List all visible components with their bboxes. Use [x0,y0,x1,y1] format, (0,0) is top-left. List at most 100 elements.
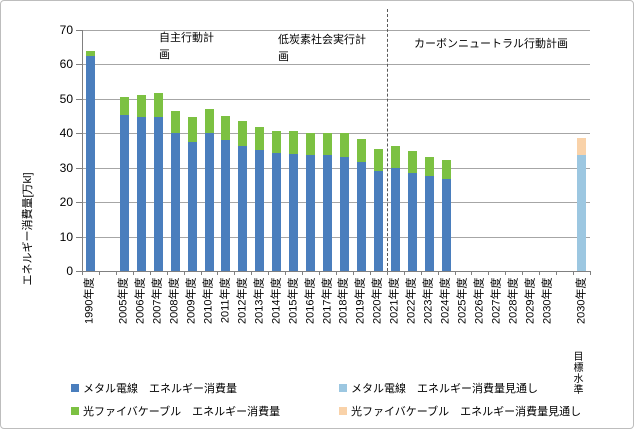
bar-segment [441,178,451,271]
legend-swatch [339,384,347,392]
x-axis-tick [420,271,422,275]
y-tick-label: 60 [59,57,73,72]
bar-segment [255,150,265,271]
bar-segment [424,175,434,271]
bar-segment [238,121,248,147]
bar-segment [441,159,451,179]
x-axis-tick [522,271,524,275]
x-tick-label: 2013年度 [253,277,266,324]
legend-label: メタル電線 エネルギー消費量見通し [351,383,538,395]
bar-segment [306,154,316,271]
phase-divider-line [386,9,388,271]
x-axis-tick [251,271,253,275]
x-tick-label: 2007年度 [151,277,164,324]
x-axis-tick [82,271,83,275]
x-tick-label: 2024年度 [439,277,452,324]
bar-segment [272,152,282,271]
gridline [82,202,590,204]
bar-segment [187,116,197,142]
bar-segment [356,161,366,271]
y-tick-label: 10 [59,229,73,244]
bar-segment [339,156,349,271]
bar-segment [119,115,129,271]
x-axis-tick [505,271,507,275]
x-axis-tick [454,271,456,275]
gridline [82,98,590,100]
bar-segment [407,172,417,271]
legend-swatch [339,407,347,415]
bar-segment [170,133,180,271]
x-axis-line [82,271,591,272]
x-axis-tick [573,271,575,275]
x-axis-tick [132,271,134,275]
y-tick-label: 70 [59,23,73,37]
x-tick-label: 2019年度 [354,277,367,324]
x-tick-label: 2029年度 [524,277,537,324]
y-tick-label: 50 [59,91,73,106]
legend-item: メタル電線 エネルギー消費量見通し [339,381,538,395]
y-axis-tick [76,167,82,169]
annotation-low-carbon-society-plan: 低炭素社会実行計画 [278,34,366,63]
bar-segment [221,140,231,271]
x-tick-label: 2030年度 [575,277,588,324]
gridline [82,30,590,31]
bar-segment [272,130,282,153]
x-tick-label: 2022年度 [405,277,418,324]
bar-segment [289,153,299,271]
x-tick-label: 2005年度 [117,277,130,324]
legend-label: メタル電線 エネルギー消費量 [83,383,237,395]
y-tick-label: 30 [59,160,73,175]
bar-segment [323,132,333,155]
x-tick-label: 2011年度 [219,277,232,324]
bar-segment [339,132,349,157]
y-axis-tick [76,30,82,31]
y-tick-label: 0 [66,264,73,278]
target-level-label: 目標水準 [571,351,582,395]
x-tick-label: 2020年度 [371,277,384,324]
legend-swatch [71,407,79,415]
x-tick-label: 2006年度 [134,277,147,324]
x-tick-label: 2016年度 [304,277,317,324]
bar-segment [170,110,180,134]
x-axis-tick [437,271,439,275]
bar-segment [153,93,163,118]
gridline [82,167,590,169]
x-axis-tick [369,271,371,275]
x-axis-tick [98,271,100,275]
y-axis-tick [76,64,82,66]
x-tick-label: 2030年度 [541,277,554,324]
x-axis-tick [386,271,388,275]
x-tick-label: 2009年度 [185,277,198,324]
bar-segment [373,170,383,271]
legend-item: 光ファイバケーブル エネルギー消費量 [71,404,280,418]
x-tick-label: 2015年度 [287,277,300,324]
y-axis-tick [76,133,82,135]
bar-segment [85,55,95,271]
x-axis-tick [149,271,151,275]
bar-segment [306,132,316,155]
gridline [82,64,590,66]
bar-segment [289,131,299,154]
bar-segment [424,157,434,176]
y-axis-tick [76,271,82,272]
bar-segment [255,127,265,151]
x-tick-label: 2014年度 [270,277,283,324]
bar-segment [136,117,146,271]
x-tick-label: 2025年度 [456,277,469,324]
x-tick-label: 2023年度 [422,277,435,324]
gridline [82,236,590,238]
x-axis-tick [217,271,219,275]
x-axis-tick [488,271,490,275]
y-axis-tick [76,98,82,100]
x-axis-tick [336,271,337,275]
bar-segment [119,97,129,116]
y-axis-tick [76,236,82,238]
x-axis-tick [471,271,473,275]
x-axis-tick [234,271,236,275]
x-tick-label: 2026年度 [473,277,486,324]
x-tick-label: 1990年度 [83,277,96,324]
x-tick-label: 2018年度 [337,277,350,324]
legend-item: 光ファイバケーブル エネルギー消費量見通し [339,404,581,418]
bar-segment [390,168,400,271]
bar-segment [238,146,248,271]
